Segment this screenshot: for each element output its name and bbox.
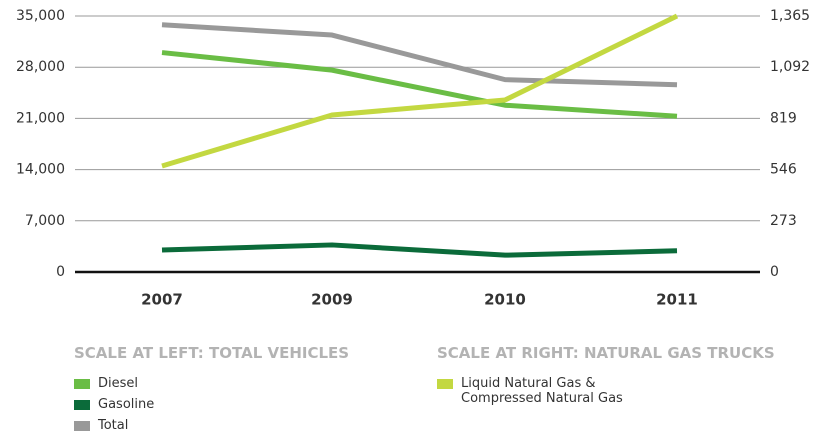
series-line (161, 50, 678, 119)
legend-item: Liquid Natural Gas & Compressed Natural … (437, 376, 637, 406)
y2-tick-label: 1,092 (770, 59, 810, 75)
legend-label: Liquid Natural Gas & Compressed Natural … (461, 376, 623, 406)
legend-label: Gasoline (98, 397, 155, 412)
y2-tick-label: 1,365 (770, 8, 810, 24)
y-tick-label: 21,000 (16, 110, 65, 126)
y2-tick-label: 819 (770, 110, 797, 126)
y-tick-label: 14,000 (16, 162, 65, 178)
legend-item: Gasoline (74, 397, 154, 412)
x-tick-label: 2011 (656, 291, 698, 309)
legend-heading: SCALE AT RIGHT: NATURAL GAS TRUCKS (437, 344, 775, 362)
legend-heading: SCALE AT LEFT: TOTAL VEHICLES (74, 344, 350, 362)
legend-item: Diesel (74, 376, 138, 391)
chart: 0 7,000 14,000 21,000 28,000 35,000 0 273 546 819… (16, 8, 810, 309)
legend-swatch (74, 379, 90, 389)
x-tick-label: 2010 (484, 291, 526, 309)
series-line (161, 242, 678, 258)
legend-swatch (437, 379, 453, 389)
y-tick-label: 35,000 (16, 8, 65, 24)
x-tick-label: 2007 (141, 291, 183, 309)
y-tick-label: 7,000 (25, 213, 65, 229)
y2-tick-label: 546 (770, 162, 797, 178)
series-line (161, 13, 679, 169)
legend-label: Total (98, 418, 129, 433)
legend-swatch (74, 421, 90, 431)
y-tick-label: 28,000 (16, 59, 65, 75)
legend-label: Diesel (98, 376, 139, 391)
y2-tick-label: 0 (770, 264, 779, 280)
y2-tick-label: 273 (770, 213, 797, 229)
series-line (161, 22, 678, 88)
legend-swatch (74, 400, 90, 410)
y-tick-label: 0 (56, 264, 65, 280)
legend-item: Total (74, 418, 128, 433)
x-tick-label: 2009 (311, 291, 353, 309)
